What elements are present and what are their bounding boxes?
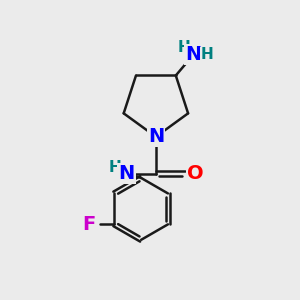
Text: N: N (148, 127, 164, 146)
Text: H: H (201, 47, 214, 62)
Text: F: F (83, 215, 96, 234)
Text: H: H (177, 40, 190, 55)
Text: N: N (118, 164, 135, 183)
Text: N: N (185, 45, 202, 64)
Text: O: O (187, 164, 204, 183)
Text: H: H (109, 160, 122, 175)
